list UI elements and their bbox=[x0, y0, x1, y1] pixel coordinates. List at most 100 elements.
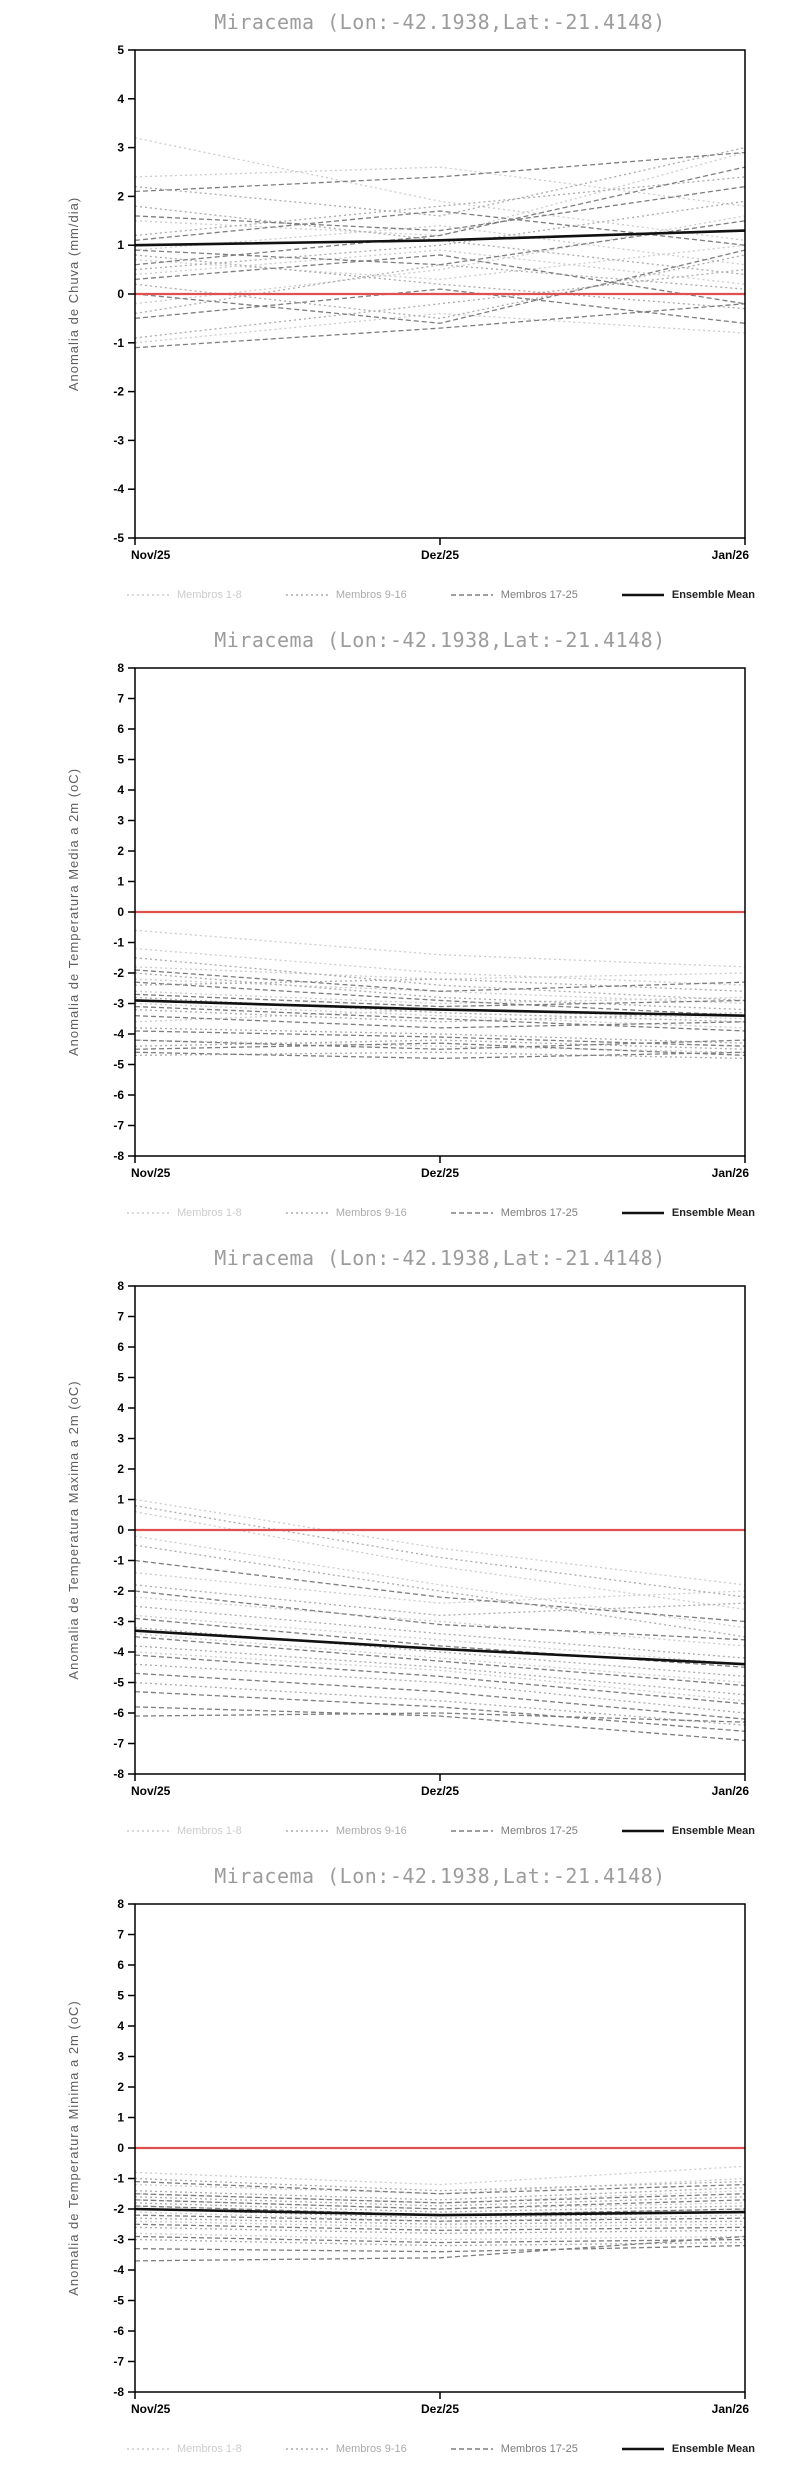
y-tick-label: 1 bbox=[117, 2111, 124, 2125]
ensemble-member-line bbox=[134, 1617, 746, 1668]
y-tick-label: -1 bbox=[113, 936, 124, 950]
ensemble-member-line bbox=[134, 2199, 746, 2210]
y-tick-label: 3 bbox=[117, 814, 124, 828]
y-tick-label: 5 bbox=[117, 1371, 124, 1385]
ensemble-member-line bbox=[134, 2177, 746, 2195]
ensemble-mean-line bbox=[134, 2207, 746, 2217]
max-temperature-anomaly-panel: Miracema (Lon:-42.1938,Lat:-21.4148) Ano… bbox=[0, 1236, 800, 1854]
y-tick-label: -7 bbox=[113, 1737, 124, 1751]
ensemble-member-line bbox=[134, 2232, 746, 2241]
legend-item: Membros 9-16 bbox=[284, 2443, 407, 2455]
ensemble-member-line bbox=[134, 947, 746, 986]
y-tick-label: 6 bbox=[117, 1340, 124, 1354]
member-line-sample-icon bbox=[285, 594, 328, 596]
y-tick-label: -7 bbox=[113, 2355, 124, 2369]
ensemble-member-line bbox=[134, 1051, 746, 1060]
ensemble-member-line bbox=[134, 969, 746, 992]
chart-title: Miracema (Lon:-42.1938,Lat:-21.4148) bbox=[214, 628, 666, 652]
y-tick-label: 8 bbox=[117, 661, 124, 675]
legend-label: Membros 17-25 bbox=[500, 1825, 578, 1837]
ensemble-member-line bbox=[134, 2177, 746, 2192]
ensemble-member-line bbox=[134, 2165, 746, 2186]
ensemble-member-line bbox=[134, 981, 746, 1017]
legend-label: Membros 9-16 bbox=[335, 589, 407, 601]
y-tick-label: -4 bbox=[113, 482, 124, 496]
ensemble-member-line bbox=[134, 1015, 746, 1029]
y-tick-label: -2 bbox=[113, 966, 124, 980]
chart-title: Miracema (Lon:-42.1938,Lat:-21.4148) bbox=[214, 1864, 666, 1888]
legend-label: Membros 9-16 bbox=[335, 1825, 407, 1837]
ensemble-member-line bbox=[134, 1042, 746, 1056]
ensemble-member-line bbox=[134, 2199, 746, 2210]
y-tick-label: 3 bbox=[117, 141, 124, 155]
y-tick-label: -3 bbox=[113, 1615, 124, 1629]
chart-title: Miracema (Lon:-42.1938,Lat:-21.4148) bbox=[214, 1246, 666, 1270]
x-tick-label: Jan/26 bbox=[712, 2402, 750, 2416]
ensemble-member-line bbox=[134, 1663, 746, 1714]
x-tick-label: Nov/25 bbox=[131, 2402, 171, 2416]
ensemble-member-line bbox=[134, 1605, 746, 1659]
ensemble-mean-line bbox=[134, 999, 746, 1017]
ensemble-mean-line-sample-icon bbox=[621, 1211, 664, 1215]
legend-item: Membros 17-25 bbox=[449, 1207, 578, 1219]
ensemble-member-line bbox=[134, 151, 746, 193]
member-line-sample-icon bbox=[127, 1830, 169, 1832]
y-tick-label: -1 bbox=[113, 2172, 124, 2186]
y-axis-label: Anomalia de Temperatura Minima a 2m (oC) bbox=[66, 2000, 81, 2296]
y-tick-label: -7 bbox=[113, 1119, 124, 1133]
ensemble-member-line bbox=[134, 1633, 746, 1684]
legend-label: Ensemble Mean bbox=[671, 1207, 755, 1219]
mean-temperature-anomaly-panel: Miracema (Lon:-42.1938,Lat:-21.4148) Ano… bbox=[0, 618, 800, 1236]
ensemble-member-line bbox=[134, 2220, 746, 2228]
member-line-sample-icon bbox=[450, 1830, 493, 1832]
ensemble-member-line bbox=[134, 2223, 746, 2232]
ensemble-member-line bbox=[134, 1651, 746, 1702]
x-tick-label: Nov/25 bbox=[131, 1784, 171, 1798]
legend-label: Ensemble Mean bbox=[671, 1825, 755, 1837]
ensemble-member-line bbox=[134, 1590, 746, 1641]
y-tick-label: -1 bbox=[113, 336, 124, 350]
legend-label: Membros 1-8 bbox=[177, 1207, 242, 1219]
member-line-sample-icon bbox=[450, 1212, 493, 1214]
ensemble-member-line bbox=[134, 972, 746, 1011]
x-tick-label: Nov/25 bbox=[131, 548, 171, 562]
y-axis-label: Anomalia de Temperatura Media a 2m (oC) bbox=[66, 768, 81, 1056]
ensemble-member-line bbox=[134, 1681, 746, 1726]
legend-label: Membros 17-25 bbox=[500, 1207, 578, 1219]
ensemble-member-line bbox=[134, 2238, 746, 2247]
y-tick-label: -1 bbox=[113, 1554, 124, 1568]
legend-item: Membros 1-8 bbox=[125, 589, 242, 601]
y-tick-label: -8 bbox=[113, 2385, 124, 2399]
ensemble-member-line bbox=[134, 2217, 746, 2225]
ensemble-member-line bbox=[134, 1027, 746, 1044]
ensemble-member-line bbox=[134, 185, 746, 232]
ensemble-member-line bbox=[134, 1039, 746, 1053]
x-tick-label: Dez/25 bbox=[421, 2402, 459, 2416]
x-tick-label: Nov/25 bbox=[131, 1166, 171, 1180]
y-tick-label: 5 bbox=[117, 1989, 124, 2003]
y-tick-label: -8 bbox=[113, 1767, 124, 1781]
ensemble-member-line bbox=[134, 2196, 746, 2207]
min-temperature-anomaly-chart: Anomalia de Temperatura Minima a 2m (oC)… bbox=[66, 1897, 750, 2416]
ensemble-member-line bbox=[134, 1654, 746, 1705]
ensemble-member-line bbox=[134, 1596, 746, 1647]
member-line-sample-icon bbox=[450, 2448, 493, 2450]
legend-label: Membros 1-8 bbox=[177, 589, 242, 601]
y-axis-label: Anomalia de Chuva (mm/dia) bbox=[66, 197, 81, 391]
x-tick-label: Jan/26 bbox=[712, 1784, 750, 1798]
ensemble-member-line bbox=[134, 1706, 746, 1742]
legend-item: Ensemble Mean bbox=[620, 589, 755, 601]
ensemble-member-line bbox=[134, 220, 746, 266]
ensemble-mean-line-sample-icon bbox=[621, 2447, 664, 2451]
ensemble-member-line bbox=[134, 1572, 746, 1604]
ensemble-member-line bbox=[134, 1614, 746, 1665]
rain-anomaly-panel: Miracema (Lon:-42.1938,Lat:-21.4148) Ano… bbox=[0, 0, 800, 618]
ensemble-member-line bbox=[134, 176, 746, 237]
ensemble-member-line bbox=[134, 210, 746, 246]
member-line-sample-icon bbox=[285, 1830, 328, 1832]
chart-legend: Membros 1-8 Membros 9-16 Membros 17-25 Ense… bbox=[125, 1201, 755, 1225]
rain-anomaly-chart: Anomalia de Chuva (mm/dia) -5 -4 -3 -2 -1 0 1 2… bbox=[66, 43, 749, 562]
y-tick-label: -4 bbox=[113, 2263, 124, 2277]
ensemble-member-line bbox=[134, 254, 746, 320]
y-tick-label: -8 bbox=[113, 1149, 124, 1163]
